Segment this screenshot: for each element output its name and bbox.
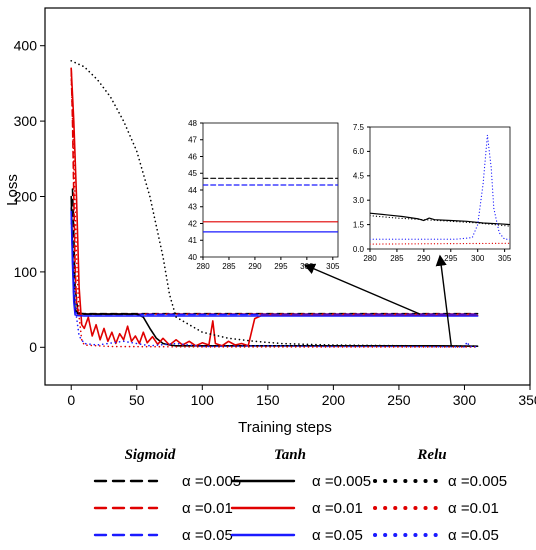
y-tick-label: 40: [188, 253, 197, 262]
y-tick-label: 42: [188, 219, 197, 228]
x-tick-label: 285: [222, 262, 236, 271]
x-tick-label: 285: [390, 254, 404, 263]
arrow-to-inset-2: [435, 254, 453, 347]
series-line-tanh_05: [70, 210, 479, 317]
x-tick-label: 300: [453, 392, 477, 408]
x-tick-label: 295: [274, 262, 288, 271]
y-tick-label: 46: [188, 152, 197, 161]
x-tick-label: 150: [256, 392, 280, 408]
y-tick-label: 200: [14, 188, 38, 204]
x-tick-label: 290: [417, 254, 431, 263]
y-tick-label: 1.5: [353, 220, 365, 229]
plot-frame: [369, 126, 511, 250]
inset-arrows: [303, 254, 453, 347]
y-tick-label: 0.0: [353, 245, 365, 254]
y-tick-label: 48: [188, 119, 197, 128]
legend-label-relu_005: α =0.005: [448, 473, 507, 490]
y-tick-label: 41: [188, 236, 197, 245]
legend-label-tanh_05: α =0.05: [312, 527, 363, 544]
series-group: [370, 134, 510, 245]
y-axis-label: Loss: [4, 174, 21, 206]
legend-label-sig_05: α =0.05: [182, 527, 233, 544]
x-tick-label: 290: [248, 262, 262, 271]
series-line-relu_05: [370, 134, 510, 240]
legend-label-relu_01: α =0.01: [448, 500, 499, 517]
series-group: [203, 177, 338, 233]
x-tick-label: 305: [326, 262, 340, 271]
legend-label-tanh_01: α =0.01: [312, 500, 363, 517]
x-tick-label: 100: [191, 392, 215, 408]
x-tick-label: 295: [444, 254, 458, 263]
y-tick-label: 47: [188, 136, 197, 145]
series-line-relu_005: [70, 60, 479, 347]
legend-group-title: Relu: [416, 447, 446, 463]
y-tick-label: 6.0: [353, 147, 365, 156]
inset-plot-1: 280285290295300305404142434445464748: [188, 119, 340, 271]
x-tick-label: 0: [67, 392, 75, 408]
series-line-tanh_01: [70, 67, 479, 347]
plot-frame: [202, 122, 339, 258]
x-tick-label: 200: [322, 392, 346, 408]
y-tick-label: 0: [29, 339, 37, 355]
x-tick-label: 250: [387, 392, 411, 408]
arrow-to-inset-1: [303, 263, 421, 315]
x-tick-label: 50: [129, 392, 145, 408]
x-tick-label: 300: [471, 254, 485, 263]
y-tick-label: 400: [14, 38, 38, 54]
legend-label-tanh_005: α =0.005: [312, 473, 371, 490]
legend-group-title: Tanh: [274, 447, 306, 463]
legend-group-title: Sigmoid: [125, 447, 176, 463]
legend-label-relu_05: α =0.05: [448, 527, 499, 544]
y-tick-label: 300: [14, 113, 38, 129]
y-tick-label: 44: [188, 186, 197, 195]
y-tick-label: 100: [14, 264, 38, 280]
legend-label-sig_01: α =0.01: [182, 500, 233, 517]
x-tick-label: 280: [363, 254, 377, 263]
y-tick-label: 7.5: [353, 123, 365, 132]
inset-plot-2: 280 285 290 295 300 305 0.0 1.5 3.0 4.5 6.0 7.5: [353, 123, 512, 263]
y-tick-label: 4.5: [353, 172, 365, 181]
x-axis-label: Training steps: [238, 419, 332, 436]
legend-label-sig_005: α =0.005: [182, 473, 241, 490]
series-group: [70, 60, 479, 348]
x-tick-label: 350: [518, 392, 536, 408]
x-tick-label: 305: [498, 254, 512, 263]
x-tick-label: 280: [196, 262, 210, 271]
y-tick-label: 45: [188, 169, 197, 178]
series-line-relu_005: [370, 215, 510, 227]
series-line-relu_01: [70, 75, 479, 348]
y-tick-label: 3.0: [353, 196, 365, 205]
series-line-tanh_005: [370, 212, 510, 226]
y-tick-label: 43: [188, 203, 197, 212]
